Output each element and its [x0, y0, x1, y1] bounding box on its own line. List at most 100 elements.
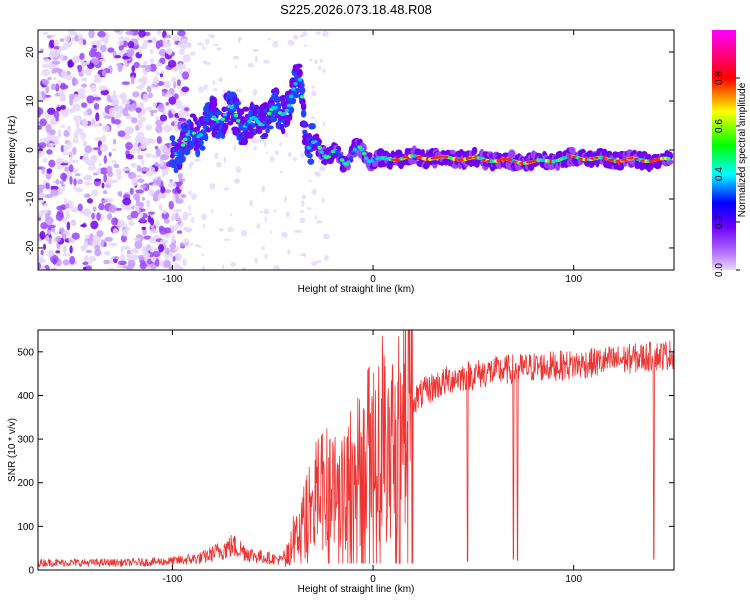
spectrogram-cell	[135, 107, 142, 113]
spectrogram-cell	[81, 118, 89, 128]
spectrogram-cell	[51, 227, 56, 233]
snr-panel: -100 0 100 0 100 200 300 400 500 Height of strai…	[7, 329, 675, 595]
spectrogram-cell	[175, 142, 180, 150]
spectrogram-cell	[69, 245, 73, 254]
spectrogram-cell	[202, 223, 206, 229]
spectrogram-cell	[94, 178, 102, 182]
spectrogram-cell	[163, 80, 171, 89]
spectrogram-cell	[87, 166, 97, 171]
spectrogram-cell	[38, 262, 42, 270]
spectrogram-cell	[60, 104, 66, 110]
spectrogram-cell	[159, 158, 165, 168]
spectrogram-cell	[420, 149, 425, 155]
spectrogram-cell	[168, 200, 174, 210]
spectrogram-cell	[297, 77, 303, 82]
spectrogram-cell	[303, 252, 307, 258]
spectrogram-cell	[102, 190, 108, 195]
spectrogram-cell	[137, 119, 143, 129]
spectrogram-cell	[300, 109, 307, 118]
spectrogram-cell	[165, 34, 172, 39]
spectrogram-cell	[159, 114, 168, 122]
spectrogram-cell	[63, 160, 68, 164]
spectrogram-cell	[169, 224, 178, 232]
spectrogram-cell	[100, 89, 110, 96]
spectrogram-cell	[126, 50, 134, 58]
spectrogram-cell	[317, 65, 322, 70]
spectrogram-cell	[92, 206, 97, 212]
spectrogram-cell	[155, 220, 160, 228]
spectrogram-cell	[306, 145, 312, 150]
spectrogram-cell	[66, 141, 73, 147]
spectrogram-cell	[328, 152, 334, 156]
spectrogram-cell	[71, 37, 76, 41]
spectrogram-cell	[50, 254, 59, 264]
spectrogram-cell	[83, 240, 89, 249]
spectrogram-cell	[81, 68, 85, 75]
spectrogram-cell	[164, 253, 170, 261]
spectrogram-cell	[242, 106, 250, 112]
spectrogram-cell	[300, 94, 305, 99]
spectrogram-cell	[293, 91, 299, 99]
spectrogram-cell	[164, 93, 173, 98]
colorbar: 0.0 0.2 0.4 0.6 0.8 Normalized spectral ampl…	[712, 30, 748, 277]
spectrogram-cell	[128, 172, 133, 177]
spectrogram-cell	[130, 149, 136, 155]
spectrogram-cell	[101, 199, 108, 204]
spectrogram-cell	[79, 210, 89, 215]
spectrogram-cell	[141, 196, 146, 201]
spectrogram-cell	[280, 171, 283, 175]
spectrogram-cell	[326, 154, 331, 159]
spectrogram-cell	[135, 200, 140, 207]
spectrogram-cell	[65, 210, 71, 219]
spectrogram-cell	[188, 243, 194, 246]
spectrogram-cell	[117, 260, 127, 266]
spectrogram-cell	[223, 187, 230, 191]
spectrogram-cell	[205, 38, 210, 45]
spectrogram-cell	[73, 115, 83, 123]
spectrogram-cell	[85, 249, 93, 254]
spectrogram-cell	[308, 58, 313, 62]
spectrogram-cell	[155, 148, 161, 158]
spectrogram-cell	[130, 75, 135, 85]
spectrogram-cell	[74, 34, 79, 42]
snr-x-tick-label: 0	[370, 574, 376, 585]
spectrogram-cell	[227, 121, 234, 126]
spectrogram-cell	[107, 267, 115, 270]
spectrogram-cell	[138, 254, 145, 261]
spectrogram-cell	[139, 184, 147, 189]
spectrogram-cell	[171, 212, 180, 221]
spectrogram-cell	[103, 115, 112, 119]
spectrogram-cell	[269, 156, 275, 163]
spectrogram-cell	[117, 130, 126, 138]
spectrogram-cell	[133, 237, 142, 242]
spectrogram-cell	[115, 169, 122, 174]
spectrogram-cell	[300, 102, 307, 111]
spectrogram-cell	[222, 112, 228, 117]
spectrogram-cell	[90, 117, 97, 126]
spectrogram-cell	[62, 217, 68, 223]
spectrogram-cell	[296, 229, 303, 234]
snr-x-tick-label: 100	[565, 574, 582, 585]
spectrogram-cell	[152, 101, 158, 108]
spectrogram-cell	[110, 179, 118, 184]
spectrogram-cell	[80, 77, 88, 82]
colorbar-tick-label: 0.0	[714, 263, 725, 277]
spectrogram-cell	[275, 150, 279, 156]
spectrogram-cell	[303, 44, 307, 47]
spectrogram-cell	[111, 217, 118, 226]
spectrogram-cell	[183, 227, 188, 231]
spectrogram-cell	[301, 194, 307, 200]
spectrogram-cell	[190, 161, 194, 166]
spectrogram-cell	[175, 100, 183, 109]
spectrogram-cell	[261, 132, 269, 138]
spectrogram-x-axis-label: Height of straight line (km)	[298, 284, 415, 295]
spectrogram-cell	[202, 265, 206, 270]
spectrogram-cell	[82, 261, 89, 266]
spectrogram-cell	[295, 63, 303, 69]
spectrogram-cell	[43, 203, 48, 207]
spectrogram-cell	[80, 59, 86, 69]
spectrogram-cell	[98, 58, 107, 63]
spectrogram-cell	[59, 93, 67, 102]
spectrogram-cell	[62, 173, 67, 182]
